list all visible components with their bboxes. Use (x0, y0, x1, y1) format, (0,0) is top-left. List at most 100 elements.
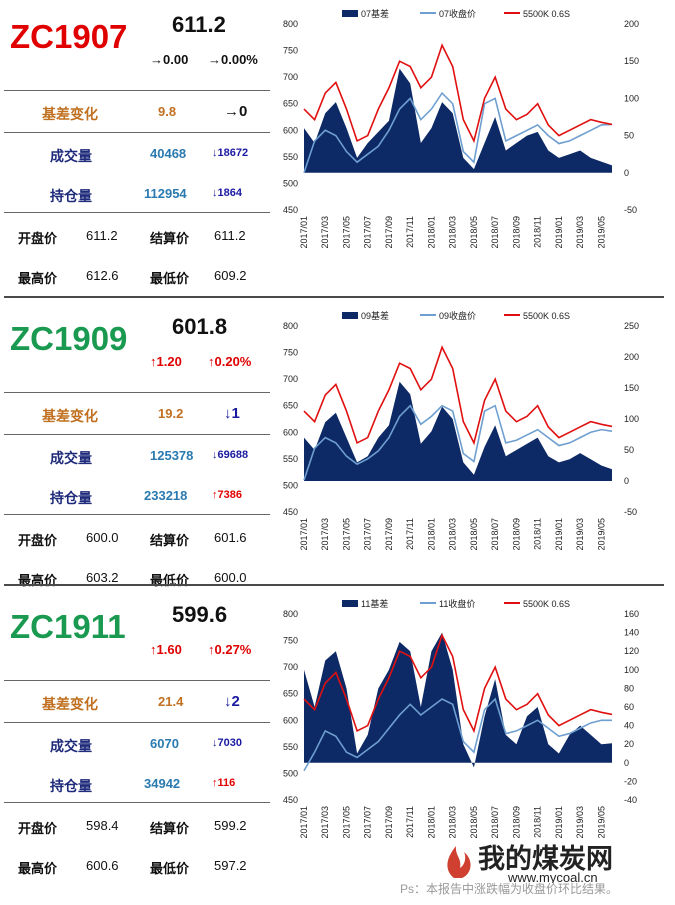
x-tick-label: 2018/03 (448, 518, 458, 551)
price-change: ↑1.20 (150, 354, 182, 369)
legend-entry: 07收盘价 (439, 8, 476, 19)
legend-entry: 09基差 (361, 310, 389, 321)
y-left-tick-label: 700 (283, 662, 298, 672)
y-right-tick-label: 120 (624, 646, 639, 656)
legend-entry: 11收盘价 (439, 598, 475, 609)
divider (4, 434, 270, 435)
y-left-tick-label: 500 (283, 768, 298, 778)
volume-change: ↓7030 (212, 737, 242, 749)
legend-swatch (342, 10, 358, 17)
basis-label: 基差变化 (42, 408, 98, 424)
divider (4, 802, 270, 803)
y-right-tick-label: 50 (624, 445, 634, 455)
y-left-tick-label: 650 (283, 689, 298, 699)
basis-area (304, 381, 612, 481)
basis-value: 21.4 (158, 694, 184, 709)
x-tick-label: 2018/05 (469, 806, 479, 839)
price-change-pct: ↑0.20% (208, 354, 252, 369)
open-value: 600.0 (86, 530, 119, 545)
quote-table: ZC1909 601.8 ↑1.20 ↑0.20% 基差变化 19.2 ↓1 成… (0, 302, 272, 592)
y-right-tick-label: 0 (624, 476, 629, 486)
basis-value: 9.8 (158, 104, 177, 119)
low-value: 609.2 (214, 268, 247, 283)
open-value: 598.4 (86, 818, 119, 833)
basis-area (304, 68, 612, 173)
x-tick-label: 2019/03 (575, 806, 585, 839)
y-left-tick-label: 550 (283, 152, 298, 162)
x-tick-label: 2019/03 (575, 216, 585, 249)
y-left-tick-label: 600 (283, 427, 298, 437)
x-tick-label: 2017/01 (299, 806, 309, 839)
y-right-tick-label: -40 (624, 795, 637, 805)
legend: 07基差 07收盘价 5500K 0.6S (342, 8, 570, 19)
y-right-tick-label: 140 (624, 628, 639, 638)
y-right-tick-label: -50 (624, 205, 637, 215)
y-right-tick-label: 0 (624, 758, 629, 768)
x-tick-label: 2018/01 (426, 806, 436, 839)
contract-code: ZC1907 (10, 18, 128, 55)
y-right-tick-label: 40 (624, 721, 634, 731)
x-tick-label: 2017/07 (363, 806, 373, 839)
open-value: 611.2 (86, 228, 118, 243)
x-tick-label: 2018/09 (511, 216, 521, 249)
high-value: 600.6 (86, 858, 119, 873)
low-value: 597.2 (214, 858, 247, 873)
contract-panel-zc1907: ZC1907 611.2 →0.00 →0.00% 基差变化 9.8 →0 成交… (0, 0, 675, 290)
divider (4, 212, 270, 213)
settle-value: 599.2 (214, 818, 247, 833)
open-label: 开盘价 (18, 533, 58, 548)
settle-label: 结算价 (150, 533, 190, 548)
y-left-tick-label: 650 (283, 401, 298, 411)
x-tick-label: 2017/07 (363, 216, 373, 249)
x-tick-label: 2017/05 (341, 518, 351, 551)
spot-price-line (303, 345, 613, 446)
low-label: 最低价 (150, 573, 190, 588)
open-interest-change: ↑116 (212, 777, 236, 789)
x-tick-label: 2019/05 (596, 216, 606, 249)
y-left-tick-label: 550 (283, 454, 298, 464)
divider (4, 90, 270, 91)
last-price: 611.2 (172, 12, 226, 37)
high-value: 603.2 (86, 570, 119, 585)
volume-change: ↓18672 (212, 147, 249, 159)
y-left-tick-label: 750 (283, 636, 298, 646)
x-tick-label: 2019/01 (554, 216, 564, 249)
x-tick-label: 2019/03 (575, 518, 585, 551)
last-price: 601.8 (172, 314, 228, 339)
x-tick-label: 2018/09 (511, 518, 521, 551)
x-tick-label: 2017/05 (341, 806, 351, 839)
x-tick-label: 2017/03 (320, 216, 330, 249)
x-tick-label: 2018/07 (490, 518, 500, 551)
y-right-tick-label: 20 (624, 739, 634, 749)
y-right-tick-label: 100 (624, 414, 639, 424)
y-right-tick-label: 0 (624, 168, 629, 178)
divider (4, 722, 270, 723)
x-tick-label: 2017/01 (299, 216, 309, 249)
price-change: →0.00 (150, 52, 189, 67)
divider (4, 680, 270, 681)
x-tick-label: 2017/03 (320, 806, 330, 839)
x-tick-label: 2018/03 (448, 216, 458, 249)
y-left-tick-label: 600 (283, 715, 298, 725)
open-interest-label: 持仓量 (50, 778, 92, 794)
contract-code: ZC1911 (10, 608, 126, 645)
volume-label: 成交量 (50, 148, 92, 164)
x-tick-label: 2018/01 (426, 518, 436, 551)
legend-entry: 5500K 0.6S (523, 599, 570, 609)
open-interest-change: ↑7386 (212, 489, 242, 501)
legend-entry: 11基差 (361, 598, 388, 609)
price-change-pct: →0.00% (208, 52, 258, 67)
settle-label: 结算价 (150, 821, 190, 836)
y-right-tick-label: 100 (624, 665, 639, 675)
x-tick-label: 2018/01 (426, 216, 436, 249)
legend-entry: 5500K 0.6S (523, 311, 570, 321)
x-tick-label: 2019/01 (554, 518, 564, 551)
flame-icon (447, 846, 471, 878)
x-tick-label: 2017/11 (405, 216, 415, 248)
contract-panel-zc1911: ZC1911 599.6 ↑1.60 ↑0.27% 基差变化 21.4 ↓2 成… (0, 590, 675, 880)
volume-label: 成交量 (50, 738, 92, 754)
x-tick-label: 2017/09 (384, 806, 394, 839)
open-label: 开盘价 (18, 821, 58, 836)
y-right-tick-label: 60 (624, 702, 634, 712)
y-right-tick-label: 150 (624, 383, 639, 393)
